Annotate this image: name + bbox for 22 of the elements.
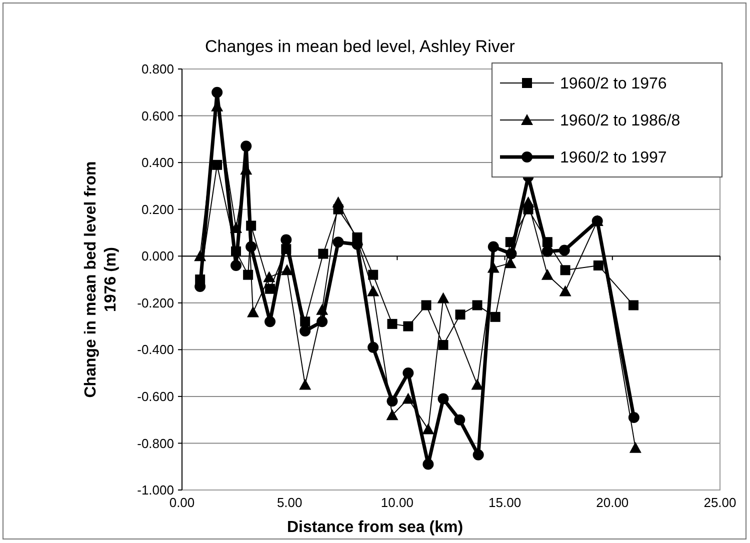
legend-label: 1960/2 to 1986/8 bbox=[560, 112, 680, 130]
x-tick-label: 5.00 bbox=[276, 495, 302, 510]
y-tick-label: 0.000 bbox=[141, 248, 174, 264]
y-tick-label: 0.800 bbox=[141, 62, 174, 77]
y-tick-label: -0.400 bbox=[137, 342, 174, 358]
y-tick-label: -0.800 bbox=[137, 436, 174, 451]
x-tick-label: 15.00 bbox=[488, 495, 522, 510]
y-tick-label: -1.000 bbox=[137, 482, 174, 498]
y-axis-title: Change in mean bed level from 1976 (m) bbox=[82, 161, 120, 398]
x-tick-label: 10.00 bbox=[380, 495, 414, 510]
y-tick-label: -0.600 bbox=[137, 388, 174, 404]
x-tick-label: 20.00 bbox=[596, 495, 629, 510]
y-tick-label: 0.400 bbox=[141, 155, 174, 170]
legend-label: 1960/2 to 1997 bbox=[560, 150, 667, 167]
y-tick-label: -0.200 bbox=[137, 295, 174, 310]
y-tick-label: 0.200 bbox=[141, 202, 174, 217]
legend-label: 1960/2 to 1976 bbox=[560, 76, 667, 93]
y-tick-label: 0.600 bbox=[141, 108, 174, 124]
x-axis-title: Distance from sea (km) bbox=[286, 519, 464, 536]
x-tick-label: 0.00 bbox=[169, 495, 195, 510]
chart-title: Changes in mean bed level, Ashley River bbox=[205, 37, 516, 56]
x-tick-label: 25.00 bbox=[704, 495, 736, 510]
